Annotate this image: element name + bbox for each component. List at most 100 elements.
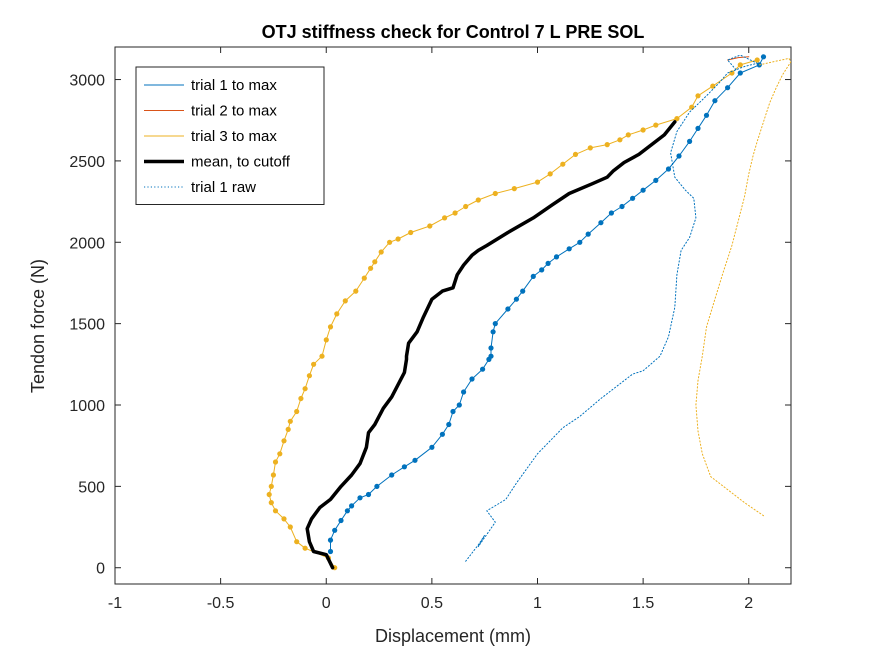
- data-point: [674, 116, 680, 122]
- legend: trial 1 to max trial 2 to max trial 3 to m…: [135, 66, 325, 205]
- data-point: [760, 54, 767, 60]
- data-point: [505, 306, 511, 312]
- data-point: [520, 288, 526, 294]
- data-point: [285, 426, 291, 432]
- data-point: [488, 353, 494, 359]
- data-point: [349, 503, 355, 509]
- x-tick-label: 1: [533, 595, 542, 612]
- series-line-2: [268, 59, 758, 569]
- data-point: [640, 127, 646, 133]
- data-point: [725, 85, 731, 91]
- data-point: [311, 361, 317, 367]
- data-point: [511, 186, 517, 192]
- x-axis-ticks: -1 -0.5 0 0.5 1 1.5 2: [108, 47, 753, 612]
- data-point: [560, 161, 566, 167]
- data-point: [566, 246, 572, 252]
- data-point: [480, 366, 486, 372]
- data-point: [492, 190, 498, 197]
- data-point: [598, 220, 604, 226]
- series-line-4: [465, 54, 758, 562]
- legend-label: trial 1 to max: [191, 77, 277, 94]
- legend-label: trial 2 to max: [191, 103, 277, 120]
- data-point: [617, 137, 623, 143]
- x-tick-label: 2: [744, 595, 753, 612]
- y-tick-label: 1000: [69, 398, 105, 415]
- data-point: [357, 495, 363, 501]
- data-point: [412, 457, 418, 463]
- data-point: [268, 500, 274, 506]
- x-tick-label: -1: [108, 595, 122, 612]
- data-point: [365, 491, 372, 498]
- data-point: [513, 296, 520, 302]
- x-tick-label: -0.5: [207, 595, 235, 612]
- data-point: [374, 483, 380, 489]
- data-point: [332, 527, 338, 533]
- data-point: [378, 249, 384, 255]
- data-point: [344, 508, 350, 514]
- x-tick-label: 1.5: [632, 595, 654, 612]
- data-point: [475, 197, 481, 203]
- data-point: [287, 418, 293, 424]
- data-point: [456, 402, 462, 408]
- data-point: [450, 408, 456, 415]
- data-point: [298, 395, 304, 402]
- data-point: [488, 345, 494, 351]
- data-point: [319, 353, 325, 359]
- data-point: [442, 215, 448, 221]
- data-point: [577, 239, 583, 245]
- data-point: [553, 254, 560, 260]
- data-point: [490, 329, 496, 335]
- data-point: [665, 166, 672, 172]
- y-tick-label: 500: [78, 479, 105, 496]
- data-point: [547, 171, 553, 177]
- data-point: [452, 210, 458, 216]
- x-tick-label: 0: [322, 595, 331, 612]
- legend-label: mean, to cutoff: [191, 154, 291, 171]
- data-point: [327, 324, 334, 330]
- data-point: [353, 288, 359, 294]
- data-point: [302, 545, 308, 551]
- legend-label: trial 3 to max: [191, 128, 277, 145]
- data-point: [270, 472, 276, 478]
- data-point: [703, 112, 710, 118]
- data-point: [306, 373, 312, 379]
- data-point: [687, 138, 693, 144]
- data-point: [572, 151, 579, 157]
- data-point: [268, 483, 274, 489]
- data-point: [446, 421, 452, 428]
- data-point: [754, 57, 760, 63]
- data-point: [695, 93, 701, 99]
- data-point: [281, 438, 287, 444]
- data-point: [653, 122, 659, 128]
- data-point: [272, 459, 279, 465]
- series-group: [266, 54, 791, 571]
- data-point: [395, 236, 401, 242]
- data-point: [387, 239, 393, 245]
- data-point: [585, 231, 591, 237]
- y-tick-label: 1500: [69, 317, 105, 334]
- data-point: [327, 537, 334, 543]
- data-point: [695, 125, 701, 131]
- data-point: [281, 516, 287, 522]
- data-point: [302, 386, 308, 392]
- data-point: [737, 62, 743, 68]
- data-point: [534, 179, 541, 185]
- data-point: [277, 451, 283, 457]
- y-tick-label: 3000: [69, 73, 105, 90]
- data-point: [545, 260, 551, 266]
- data-point: [619, 203, 625, 210]
- y-tick-label: 0: [96, 561, 105, 578]
- y-axis-ticks: 0 500 1000 1500 2000 2500 3000: [69, 73, 791, 578]
- data-point: [368, 265, 374, 271]
- data-point: [676, 153, 682, 159]
- plot-area: [114, 46, 792, 585]
- data-point: [408, 229, 414, 236]
- data-point: [439, 431, 445, 437]
- series-line-5: [695, 57, 791, 517]
- series-line-3: [305, 120, 677, 570]
- data-point: [294, 408, 300, 415]
- data-point: [653, 177, 659, 183]
- axes-box: [114, 46, 792, 585]
- data-point: [327, 548, 334, 555]
